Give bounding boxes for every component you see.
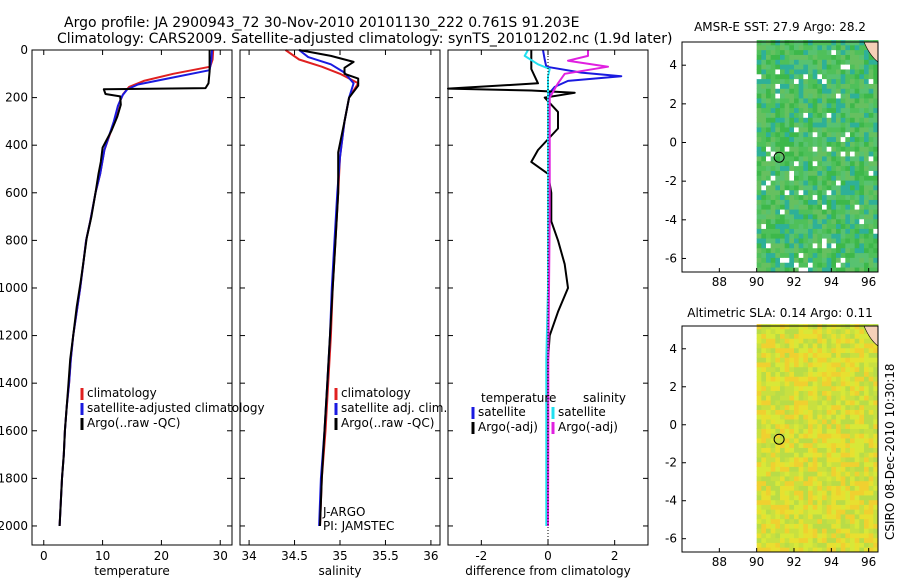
- x-tick-label: 0: [40, 549, 48, 563]
- map-title: Altimetric SLA: 0.14 Argo: 0.11: [687, 306, 872, 320]
- sst-map-panel: 88 90 92 94 96 -6 -4 -2 0 2 4 AMSR-E SST: 27.9 Argo…: [665, 20, 879, 289]
- map-frame: [681, 41, 879, 273]
- legend-entry: climatology: [87, 386, 157, 400]
- x-tick-label: 94: [824, 275, 839, 289]
- header-title-line1: Argo profile: JA 2900943_72 30-Nov-2010 …: [64, 15, 580, 31]
- x-axis-label: temperature: [94, 564, 169, 578]
- legend-entry: satellite adj. clim.: [341, 401, 447, 415]
- y-tick-label: 0: [669, 418, 677, 432]
- y-tick-label: 400: [5, 138, 28, 152]
- axes-frame: [31, 49, 233, 546]
- annotation-text: J-ARGO: [322, 505, 365, 519]
- y-tick-label: 2: [669, 380, 677, 394]
- y-tick-label: 2000: [0, 519, 28, 533]
- x-tick-label: 10: [95, 549, 110, 563]
- legend-entry: Argo(..raw -QC): [341, 416, 434, 430]
- y-tick-label: -2: [665, 456, 677, 470]
- series-line-2: [298, 49, 360, 527]
- series-line-2: [58, 50, 211, 527]
- x-tick-label: 35: [332, 549, 347, 563]
- y-tick-label: -2: [665, 174, 677, 188]
- y-tick-label: 0: [20, 43, 28, 57]
- y-tick-label: 800: [5, 233, 28, 247]
- x-tick-label: 36: [423, 549, 438, 563]
- x-axis-label: salinity: [318, 564, 361, 578]
- y-tick-label: 1800: [0, 471, 28, 485]
- y-tick-label: 2: [669, 97, 677, 111]
- map-frame: [681, 325, 879, 553]
- annotation-text: PI: JAMSTEC: [323, 519, 394, 533]
- x-tick-label: 34.5: [281, 549, 308, 563]
- axes-frame: [239, 49, 441, 546]
- heatmap-cells: [756, 324, 879, 553]
- series-line-1: [447, 50, 576, 526]
- x-tick-label: 2: [611, 549, 619, 563]
- x-tick-label: 92: [786, 555, 801, 569]
- legend-entry: Argo(..raw -QC): [87, 416, 180, 430]
- y-tick-label: 4: [669, 342, 677, 356]
- series-line-2: [523, 49, 551, 526]
- legend-header: temperature: [481, 391, 556, 405]
- x-tick-label: 92: [786, 275, 801, 289]
- y-tick-label: -4: [665, 213, 677, 227]
- y-tick-label: -4: [665, 494, 677, 508]
- x-tick-label: 30: [213, 549, 228, 563]
- y-tick-label: 1600: [0, 424, 28, 438]
- legend-header: salinity: [583, 391, 626, 405]
- y-tick-label: 600: [5, 186, 28, 200]
- series-line-0: [58, 49, 215, 527]
- legend-entry: Argo(-adj): [558, 420, 618, 434]
- x-tick-label: 34: [241, 549, 256, 563]
- y-tick-label: 1200: [0, 329, 28, 343]
- y-tick-label: -6: [665, 251, 677, 265]
- float-position-marker: [773, 433, 785, 445]
- salinity-panel: 34 34.5 35 35.5 36 salinity climatologysatelli…: [239, 49, 447, 578]
- x-tick-label: 96: [861, 555, 876, 569]
- x-axis-label: difference from climatology: [465, 564, 631, 578]
- legend-entry: satellite: [558, 405, 606, 419]
- temperature-panel: 0 10 20 30 0 200 400 600 800 1000 1200 1400 1600 1800…: [0, 43, 265, 578]
- x-tick-label: 90: [749, 275, 764, 289]
- series-line-1: [58, 49, 213, 527]
- x-tick-label: 88: [712, 555, 727, 569]
- heatmap-cells: [756, 40, 879, 273]
- legend-entry: Argo(-adj): [478, 420, 538, 434]
- map-title: AMSR-E SST: 27.9 Argo: 28.2: [694, 20, 866, 34]
- series-line-0: [542, 49, 623, 526]
- float-position-marker: [773, 151, 785, 163]
- y-tick-label: 0: [669, 136, 677, 150]
- x-tick-label: -2: [475, 549, 487, 563]
- x-tick-label: 88: [712, 275, 727, 289]
- y-tick-label: 1000: [0, 281, 28, 295]
- x-tick-label: 90: [749, 555, 764, 569]
- legend-entry: satellite-adjusted climatology: [87, 401, 265, 415]
- x-tick-label: 96: [861, 275, 876, 289]
- x-tick-label: 35.5: [372, 549, 399, 563]
- x-tick-label: 94: [824, 555, 839, 569]
- sla-map-panel: 88 90 92 94 96 -6 -4 -2 0 2 4 Altimetric SLA: 0.14 …: [665, 306, 879, 569]
- header-title-line2: Climatology: CARS2009. Satellite-adjuste…: [57, 31, 672, 47]
- y-tick-label: 200: [5, 91, 28, 105]
- side-stamp: CSIRO 08-Dec-2010 10:30:18: [883, 363, 897, 540]
- legend-entry: satellite: [478, 405, 526, 419]
- x-tick-label: 0: [544, 549, 552, 563]
- y-tick-label: 4: [669, 58, 677, 72]
- legend-entry: climatology: [341, 386, 411, 400]
- x-tick-label: 20: [154, 549, 169, 563]
- y-tick-label: -6: [665, 532, 677, 546]
- y-tick-label: 1400: [0, 376, 28, 390]
